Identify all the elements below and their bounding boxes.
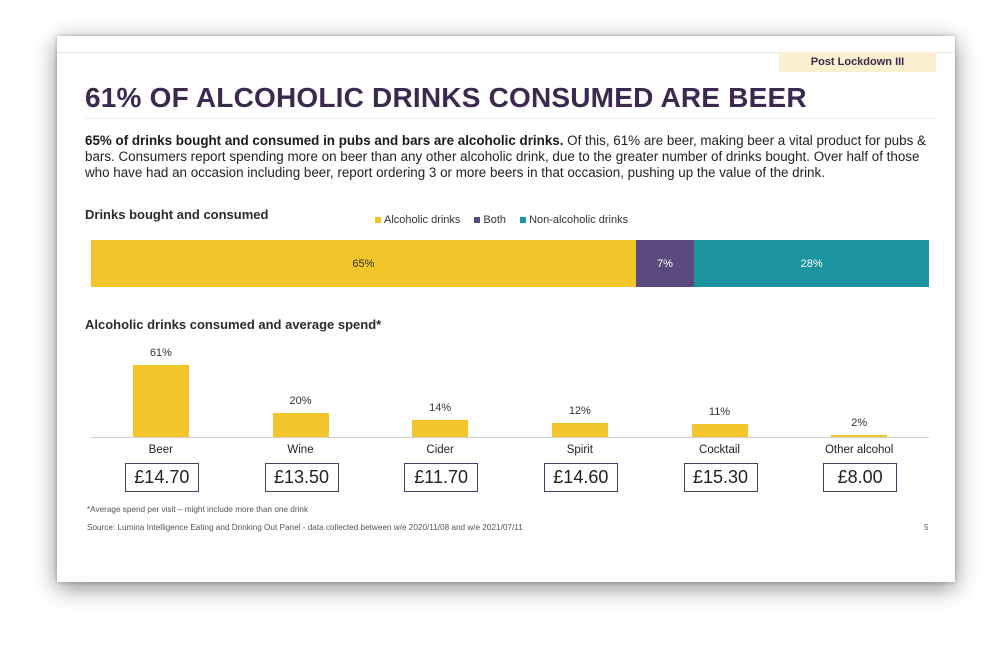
stacked-segment-both: 7% — [635, 240, 695, 287]
stacked-chart-legend: Alcoholic drinks Both Non-alcoholic drinks — [375, 214, 628, 226]
legend-label: Both — [483, 214, 507, 226]
bar-value-label: 12% — [568, 404, 591, 417]
legend-swatch — [474, 217, 481, 223]
legend-label: Alcoholic drinks — [384, 214, 461, 226]
intro-bold: 65% of drinks bought and consumed in pub… — [85, 133, 564, 148]
average-spend-box: £8.00 — [823, 463, 898, 492]
bar-spirit — [551, 422, 608, 437]
bar-other-alcohol — [831, 434, 888, 437]
bar-cider — [412, 420, 469, 437]
stacked-bar: 65% 7% 28% — [91, 240, 929, 287]
bar-value-label: 61% — [149, 347, 172, 359]
category-label: Spirit — [566, 444, 593, 456]
page-number: 5 — [924, 523, 929, 532]
stacked-segment-alcoholic-drinks: 65% — [91, 240, 636, 287]
legend-swatch — [375, 217, 381, 223]
legend-item: Non-alcoholic drinks — [520, 214, 628, 226]
bar-value-label: 2% — [851, 416, 868, 429]
category-label: Cocktail — [699, 444, 740, 456]
category-label: Beer — [148, 444, 173, 456]
legend-swatch — [520, 217, 527, 223]
legend-label: Non-alcoholic drinks — [529, 214, 629, 226]
legend-item: Alcoholic drinks — [375, 214, 460, 226]
category-label: Wine — [287, 444, 314, 456]
footnote: *Average spend per visit – might include… — [87, 505, 309, 514]
bar-value-label: 14% — [429, 402, 452, 415]
source-note: Source: Lumina Intelligence Eating and D… — [87, 523, 523, 532]
bar-wine — [272, 413, 329, 437]
stacked-chart-title: Drinks bought and consumed — [85, 207, 269, 222]
legend-item: Both — [474, 214, 506, 226]
title-divider — [85, 118, 935, 119]
bar-value-label: 11% — [708, 406, 731, 419]
bar-value-label: 20% — [289, 395, 312, 408]
period-tag: Post Lockdown III — [779, 52, 936, 72]
top-divider — [57, 52, 955, 53]
bar-chart-axis — [91, 437, 929, 438]
stacked-segment-non-alcoholic-drinks: 28% — [694, 240, 929, 287]
category-label: Other alcohol — [824, 444, 894, 456]
page-title: 61% OF ALCOHOLIC DRINKS CONSUMED ARE BEE… — [85, 82, 807, 113]
average-spend-box: £14.60 — [543, 463, 618, 492]
average-spend-box: £13.50 — [264, 463, 339, 492]
intro-paragraph: 65% of drinks bought and consumed in pub… — [85, 133, 935, 181]
bar-chart-title: Alcoholic drinks consumed and average sp… — [85, 317, 382, 332]
bar-cocktail — [691, 424, 748, 437]
intro-text: Of this, 61% are beer, making beer a vit… — [85, 133, 926, 180]
bar-beer — [132, 365, 189, 437]
average-spend-box: £11.70 — [404, 463, 479, 492]
category-label: Cider — [426, 444, 454, 456]
average-spend-box: £14.70 — [124, 463, 199, 492]
slide: Post Lockdown III 61% OF ALCOHOLIC DRINK… — [57, 36, 955, 582]
average-spend-box: £15.30 — [683, 463, 758, 492]
